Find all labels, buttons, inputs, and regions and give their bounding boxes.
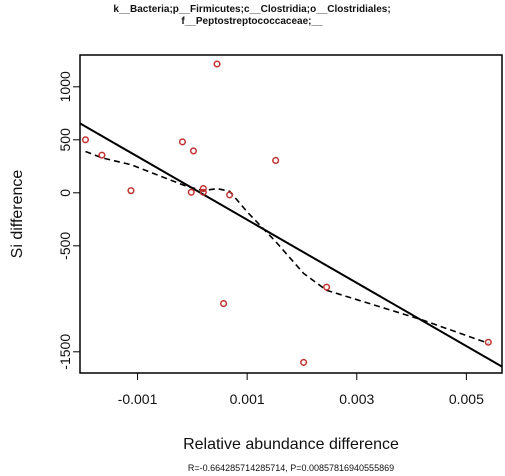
stats-annotation: R=-0.664285714285714, P=0.00857816940555… — [188, 463, 394, 473]
data-point — [199, 185, 207, 193]
data-point — [323, 283, 331, 291]
fit-lines — [79, 122, 503, 368]
data-point — [226, 191, 234, 199]
x-tick-label: 0.005 — [449, 391, 484, 407]
x-tick-label: 0.001 — [230, 391, 265, 407]
regression-line — [79, 122, 503, 368]
data-point — [300, 358, 308, 366]
y-tick-label: -500 — [57, 232, 73, 260]
data-point — [187, 188, 195, 196]
data-point — [220, 300, 228, 308]
y-tick-label: 500 — [57, 128, 73, 152]
data-point — [199, 188, 207, 196]
y-tick-label: -1500 — [57, 334, 73, 370]
data-point — [213, 60, 221, 68]
x-axis: -0.001 0.001 0.003 0.005 — [118, 372, 484, 407]
y-tick-label: 0 — [57, 189, 73, 197]
chart-title-line-1: k__Bacteria;p__Firmicutes;c__Clostridia;… — [113, 4, 390, 15]
data-point — [189, 147, 197, 155]
y-axis-title: Si difference — [9, 170, 26, 259]
data-point — [272, 156, 280, 165]
y-axis: -1500 -500 0 500 1000 — [57, 71, 81, 370]
smooth-curve — [85, 150, 489, 345]
data-point — [127, 187, 135, 195]
data-point — [178, 138, 187, 146]
plot-frame — [79, 54, 503, 374]
data-points — [81, 60, 492, 366]
data-point — [484, 338, 492, 346]
y-tick-label: 1000 — [57, 71, 73, 102]
data-point — [81, 136, 90, 144]
chart-title-line-2: f__Peptostreptococcaceae;__ — [181, 16, 323, 27]
data-point — [98, 151, 106, 159]
x-tick-label: 0.003 — [339, 391, 374, 407]
x-tick-label: -0.001 — [118, 391, 158, 407]
x-axis-title: Relative abundance difference — [183, 436, 399, 453]
